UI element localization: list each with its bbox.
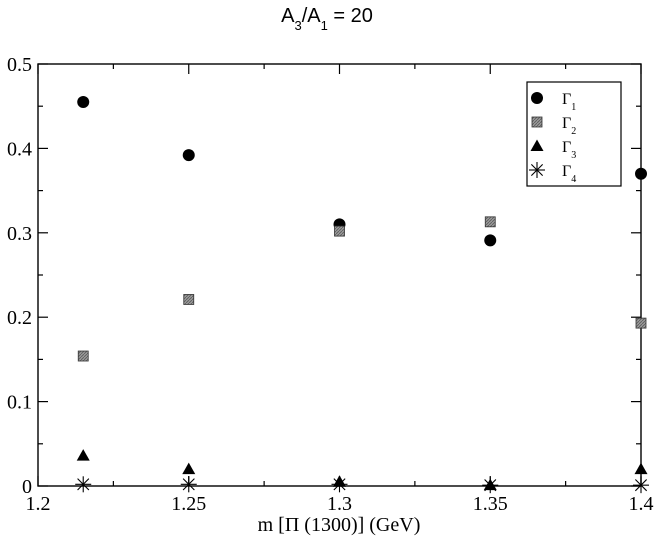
y-tick-label: 0.5 <box>7 54 32 76</box>
data-point-circle-1 <box>182 149 195 162</box>
data-point-circle-1 <box>484 234 497 247</box>
y-tick-label: 0.1 <box>7 392 32 414</box>
data-point-triangle-3 <box>634 462 648 475</box>
x-tick-label: 1.2 <box>26 493 51 515</box>
legend-marker-circle <box>531 92 543 104</box>
legend-marker-star <box>529 162 545 178</box>
data-markers <box>75 95 649 494</box>
data-point-star-4 <box>331 476 348 493</box>
x-tick-label: 1.35 <box>473 493 508 515</box>
legend-label: Γ3 <box>562 139 576 161</box>
axis-tick-labels: 1.2 1.25 1.3 1.35 1.4 0 0.1 0.2 0.3 0.4 0.5 <box>7 54 654 515</box>
data-point-triangle-3 <box>182 462 196 475</box>
legend-label: Γ1 <box>562 91 576 113</box>
data-point-square-2 <box>635 317 647 329</box>
y-tick-label: 0.3 <box>7 223 32 245</box>
x-tick-label: 1.3 <box>327 493 352 515</box>
data-point-triangle-3 <box>76 449 90 461</box>
data-point-circle-1 <box>77 95 90 108</box>
data-point-square-2 <box>77 350 89 362</box>
x-axis-label: m [Π (1300)] (GeV) <box>258 514 421 536</box>
y-tick-label: 0.2 <box>7 307 32 329</box>
y-tick-label: 0 <box>22 476 32 498</box>
x-tick-label: 1.25 <box>171 493 206 515</box>
legend-marker-triangle <box>530 139 544 151</box>
data-point-square-2 <box>334 225 345 237</box>
data-point-square-2 <box>183 294 195 305</box>
data-point-star-4 <box>633 477 649 494</box>
data-point-circle-1 <box>635 167 647 180</box>
legend-label: Γ4 <box>562 163 576 185</box>
y-tick-label: 0.4 <box>7 138 32 160</box>
legend-label: Γ2 <box>562 115 576 137</box>
data-point-star-4 <box>75 476 92 493</box>
x-tick-label: 1.4 <box>629 493 654 515</box>
data-point-square-2 <box>484 216 496 228</box>
chart-title: A3/A1 = 20 <box>281 5 373 33</box>
data-point-star-4 <box>482 477 499 494</box>
legend-marker-square <box>531 116 543 128</box>
data-point-star-4 <box>180 476 197 493</box>
